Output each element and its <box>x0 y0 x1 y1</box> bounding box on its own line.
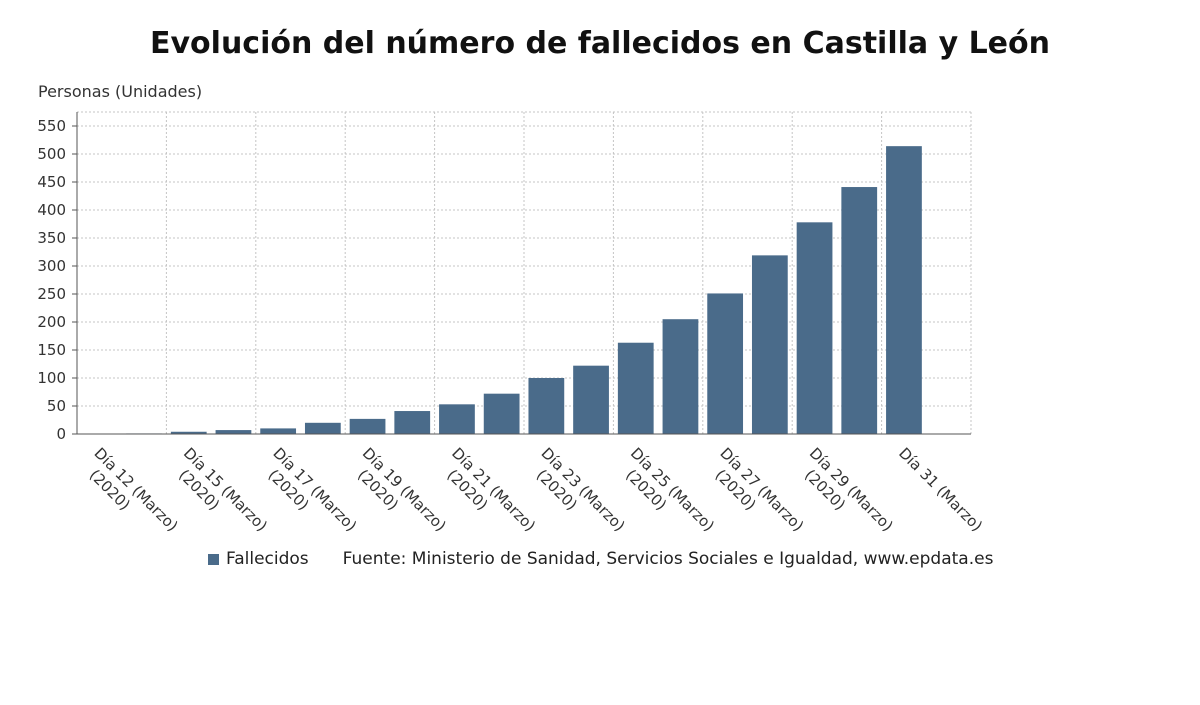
y-tick-label: 300 <box>37 257 66 275</box>
y-axis-title: Personas (Unidades) <box>38 82 202 101</box>
x-tick-label: Día 23 (Marzo)(2020) <box>524 444 628 548</box>
axes <box>72 112 971 435</box>
bar <box>573 365 609 434</box>
bar <box>886 146 922 434</box>
y-tick-label: 350 <box>37 229 66 247</box>
y-tick-label: 100 <box>37 369 66 387</box>
bar <box>215 430 252 434</box>
x-tick-label: Día 15 (Marzo)(2020) <box>167 444 271 548</box>
x-tick-label: Día 17 (Marzo)(2020) <box>256 444 360 548</box>
bar <box>841 187 878 434</box>
x-tick-label: Día 31 (Marzo) <box>895 444 986 535</box>
bar <box>170 431 207 434</box>
x-tick-labels: Día 12 (Marzo)(2020) Día 15 (Marzo)(2020)… <box>77 444 986 548</box>
bar <box>349 418 386 434</box>
bar <box>617 342 654 434</box>
source-text: Fuente: Ministerio de Sanidad, Servicios… <box>342 549 994 569</box>
legend-label: Fallecidos <box>226 549 309 569</box>
x-tick-label: Día 21 (Marzo)(2020) <box>435 444 539 548</box>
chart-title: Evolución del número de fallecidos en Ca… <box>150 26 1050 61</box>
bar <box>304 422 341 434</box>
x-tick-label: Día 27 (Marzo)(2020) <box>703 444 807 548</box>
y-tick-label: 400 <box>37 201 66 219</box>
bar <box>394 411 431 434</box>
bar <box>528 378 565 434</box>
bar <box>796 222 833 434</box>
y-tick-label: 200 <box>37 313 66 331</box>
legend: Fallecidos Fuente: Ministerio de Sanidad… <box>208 549 993 569</box>
y-tick-labels: 0 50 100 150 200 250 300 350 400 450 500 550 <box>37 117 66 443</box>
x-tick-label: Día 29 (Marzo)(2020) <box>793 444 897 548</box>
x-tick-label: Día 12 (Marzo)(2020) <box>77 444 181 548</box>
bar <box>707 293 744 434</box>
x-tick-line1: Día 31 (Marzo) <box>895 444 986 535</box>
y-tick-label: 50 <box>47 397 66 415</box>
x-tick-label: Día 25 (Marzo)(2020) <box>614 444 718 548</box>
y-tick-label: 550 <box>37 117 66 135</box>
bar <box>439 404 475 434</box>
bar <box>662 319 699 434</box>
x-tick-label: Día 19 (Marzo)(2020) <box>346 444 450 548</box>
bar <box>483 393 520 434</box>
y-tick-label: 500 <box>37 145 66 163</box>
bar <box>751 255 788 434</box>
y-tick-label: 150 <box>37 341 66 359</box>
bar <box>260 428 297 434</box>
y-tick-label: 0 <box>56 425 66 443</box>
y-tick-label: 450 <box>37 173 66 191</box>
gridlines <box>77 111 972 434</box>
legend-swatch <box>208 553 219 565</box>
bars <box>126 146 922 434</box>
y-tick-label: 250 <box>37 285 66 303</box>
